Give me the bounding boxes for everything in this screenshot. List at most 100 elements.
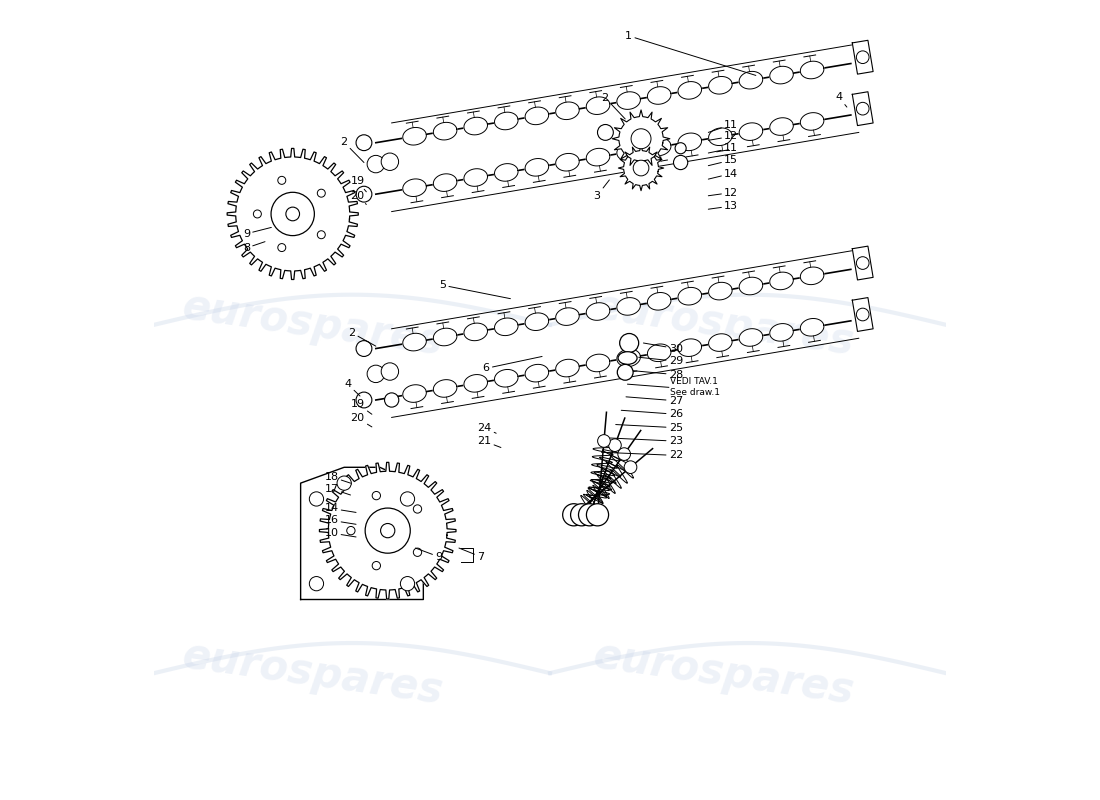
Circle shape [337,476,351,490]
Polygon shape [525,364,549,382]
Circle shape [617,364,634,380]
Circle shape [309,492,323,506]
Text: eurospares: eurospares [179,286,446,364]
Polygon shape [739,278,762,295]
Text: 10: 10 [324,528,356,538]
Text: 13: 13 [708,201,738,211]
Circle shape [381,523,395,538]
Text: 11: 11 [708,143,738,154]
Text: 4: 4 [344,379,360,396]
Polygon shape [556,102,580,119]
Polygon shape [801,113,824,130]
Circle shape [634,160,649,176]
Circle shape [356,392,372,408]
Polygon shape [708,128,733,146]
Circle shape [857,51,869,63]
Text: 15: 15 [708,155,738,166]
Polygon shape [648,138,671,156]
Circle shape [675,142,686,154]
Circle shape [608,439,622,451]
Text: 24: 24 [477,422,496,434]
Text: 29: 29 [639,356,683,366]
Circle shape [631,129,651,149]
Text: 7: 7 [459,548,484,562]
Polygon shape [525,107,549,125]
Text: 21: 21 [477,436,500,447]
Circle shape [618,448,630,461]
Polygon shape [852,298,873,331]
Polygon shape [801,267,824,285]
Circle shape [309,577,323,590]
Polygon shape [678,287,702,305]
Text: 1: 1 [625,31,756,75]
Text: 27: 27 [626,396,683,406]
Circle shape [278,243,286,251]
Circle shape [385,393,399,407]
Polygon shape [495,164,518,182]
Circle shape [372,491,381,500]
Polygon shape [708,282,733,300]
Polygon shape [617,143,640,161]
Text: eurospares: eurospares [179,634,446,712]
Text: 14: 14 [324,503,356,514]
Text: 23: 23 [610,436,683,446]
Polygon shape [433,380,456,398]
Circle shape [317,189,326,197]
Polygon shape [648,344,671,362]
Circle shape [414,548,421,557]
Polygon shape [556,359,580,377]
Polygon shape [556,308,580,326]
Polygon shape [613,110,670,167]
Polygon shape [739,71,762,89]
Text: VEDI TAV.1
See draw.1: VEDI TAV.1 See draw.1 [670,378,720,398]
Text: 3: 3 [594,180,609,201]
Circle shape [317,230,326,238]
Text: 20: 20 [351,414,372,427]
Polygon shape [770,66,793,84]
Polygon shape [228,149,359,279]
Text: 12: 12 [708,187,738,198]
Circle shape [346,526,355,534]
Circle shape [253,210,262,218]
Polygon shape [403,385,427,402]
Circle shape [597,125,614,140]
Polygon shape [495,318,518,336]
Polygon shape [801,62,824,79]
Text: 19: 19 [351,177,366,192]
Circle shape [400,577,415,590]
Polygon shape [464,323,487,341]
Polygon shape [586,302,609,320]
Circle shape [619,334,639,353]
Text: 5: 5 [439,280,510,298]
Polygon shape [495,112,518,130]
Polygon shape [433,328,456,346]
Polygon shape [464,374,487,392]
Circle shape [365,508,410,553]
Polygon shape [464,118,487,135]
Polygon shape [586,97,609,114]
Circle shape [356,186,372,202]
Circle shape [382,153,398,170]
Polygon shape [648,293,671,310]
Circle shape [563,504,585,526]
Polygon shape [770,118,793,135]
Circle shape [673,155,688,170]
Polygon shape [300,467,424,599]
Text: 22: 22 [602,450,683,461]
Polygon shape [403,179,427,197]
Circle shape [372,562,381,570]
Polygon shape [852,92,873,126]
Polygon shape [586,354,609,372]
Circle shape [857,102,869,115]
Polygon shape [678,133,702,150]
Polygon shape [586,148,609,166]
Text: 19: 19 [351,399,372,414]
Polygon shape [678,82,702,99]
Polygon shape [617,92,640,110]
Polygon shape [618,146,663,190]
Text: 11: 11 [708,119,738,133]
Polygon shape [678,339,702,357]
Text: 30: 30 [644,343,683,354]
Polygon shape [770,323,793,341]
Polygon shape [464,169,487,186]
